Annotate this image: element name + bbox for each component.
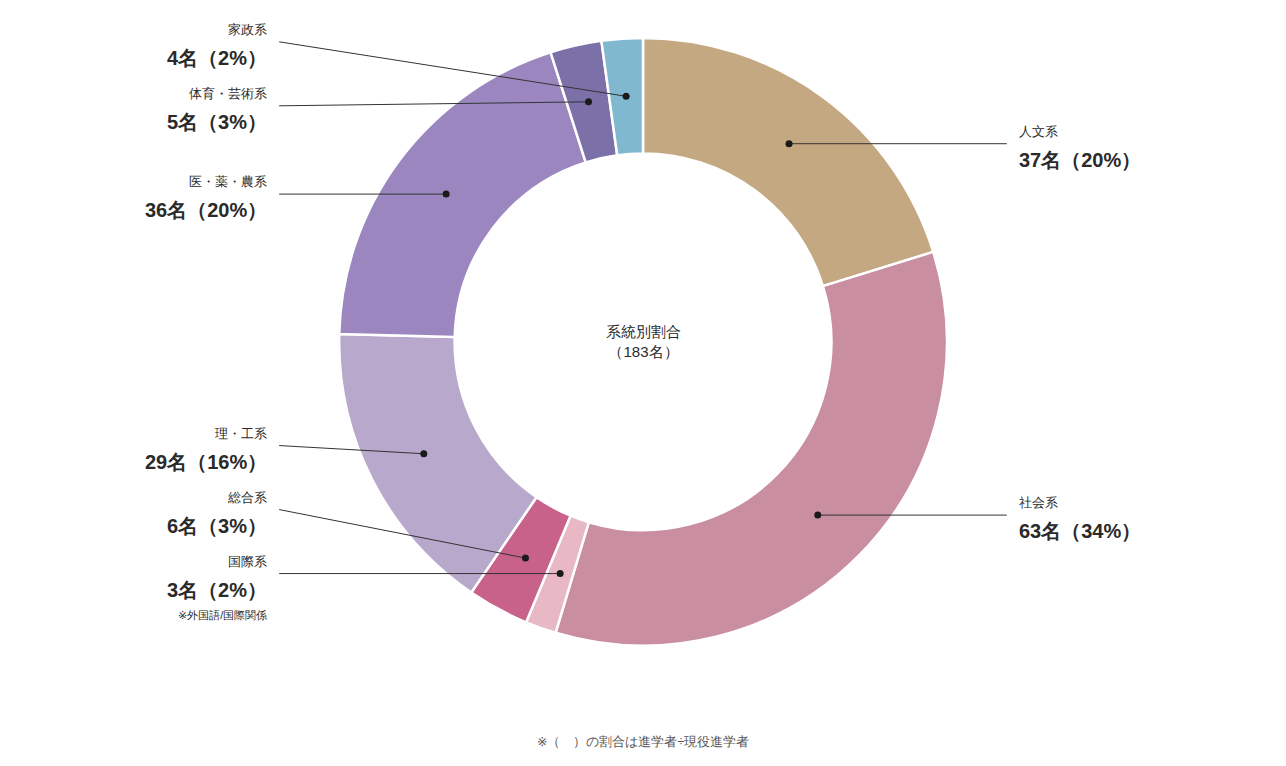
svg-text:6名（3%）: 6名（3%） [167,515,267,537]
svg-text:理・工系: 理・工系 [215,426,267,441]
svg-text:総合系: 総合系 [227,490,267,505]
svg-text:3名（2%）: 3名（2%） [167,579,267,601]
svg-text:人文系: 人文系 [1019,124,1058,139]
svg-text:36名（20%）: 36名（20%） [145,199,267,221]
svg-text:29名（16%）: 29名（16%） [145,451,267,473]
svg-text:家政系: 家政系 [228,22,267,37]
svg-text:5名（3%）: 5名（3%） [167,111,267,133]
svg-text:※（ ）の割合は進学者÷現役進学者: ※（ ）の割合は進学者÷現役進学者 [537,735,749,749]
svg-text:※外国語/国際関係: ※外国語/国際関係 [178,609,267,621]
svg-text:医・薬・農系: 医・薬・農系 [189,174,267,189]
svg-text:63名（34%）: 63名（34%） [1019,520,1141,542]
svg-text:社会系: 社会系 [1019,495,1058,510]
svg-text:37名（20%）: 37名（20%） [1019,149,1141,171]
svg-text:系統別割合（183名）: 系統別割合（183名） [606,323,681,360]
svg-text:国際系: 国際系 [228,554,267,569]
svg-text:体育・芸術系: 体育・芸術系 [189,86,267,101]
svg-text:4名（2%）: 4名（2%） [167,47,267,69]
